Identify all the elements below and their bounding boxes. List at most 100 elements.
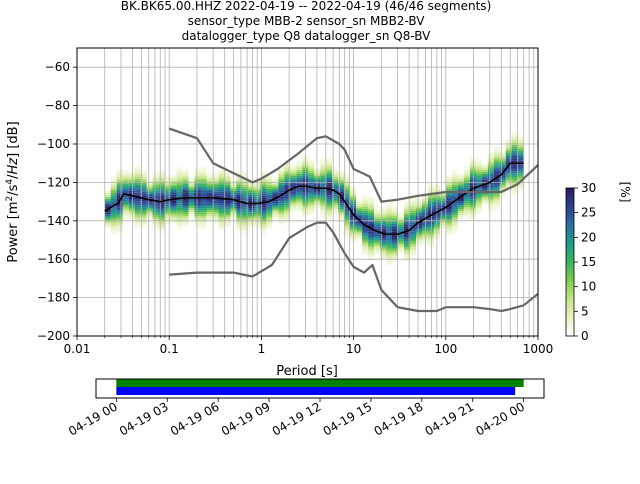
psd-density-cell: [206, 208, 213, 211]
psd-density-cell: [308, 201, 315, 204]
psd-density-cell: [308, 197, 315, 200]
psd-density-cell: [134, 199, 141, 202]
psd-density-cell: [260, 232, 267, 235]
psd-density-cell: [517, 175, 524, 178]
psd-density-cell: [451, 176, 458, 179]
psd-density-cell: [158, 213, 165, 216]
psd-density-cell: [404, 255, 410, 258]
psd-density-cell: [116, 201, 123, 204]
psd-density-cell: [266, 206, 273, 209]
psd-density-cell: [284, 221, 291, 223]
main-plot-frame: [76, 47, 539, 337]
psd-density-cell: [308, 161, 315, 164]
psd-density-cell: [350, 209, 357, 212]
psd-density-cell: [218, 195, 225, 198]
psd-density-cell: [140, 184, 147, 187]
psd-density-cell: [146, 210, 153, 213]
psd-density-cell: [499, 170, 506, 172]
psd-density-cell: [350, 201, 357, 204]
psd-density-cell: [134, 207, 141, 210]
psd-density-cell: [445, 233, 452, 235]
psd-density-cell: [326, 165, 333, 167]
psd-density-cell: [475, 194, 482, 197]
psd-density-cell: [451, 209, 458, 212]
psd-density-cell: [158, 188, 165, 191]
psd-density-cell: [200, 189, 207, 192]
psd-density-cell: [260, 188, 267, 191]
psd-density-cell: [200, 177, 207, 180]
psd-density-cell: [445, 183, 452, 186]
psd-density-cell: [428, 189, 434, 192]
psd-density-cell: [428, 216, 434, 219]
psd-density-cell: [493, 159, 500, 162]
psd-density-cell: [451, 186, 458, 189]
psd-density-cell: [380, 211, 387, 214]
psd-density-cell: [362, 199, 369, 202]
psd-density-cell: [386, 204, 393, 207]
psd-density-cell: [416, 211, 422, 214]
psd-density-cell: [380, 236, 387, 239]
y-tick-label: −80: [45, 99, 70, 113]
psd-density-cell: [176, 180, 183, 183]
psd-density-cell: [326, 186, 333, 189]
psd-density-cell: [332, 167, 339, 170]
psd-density-cell: [398, 220, 404, 223]
psd-density-cell: [134, 184, 141, 187]
y-tick-label: −200: [37, 329, 70, 343]
psd-density-cell: [362, 243, 369, 246]
psd-density-cell: [248, 225, 255, 228]
psd-density-cell: [200, 208, 207, 211]
psd-density-cell: [134, 175, 141, 177]
psd-density-cell: [338, 203, 345, 206]
psd-density-cell: [146, 193, 153, 196]
psd-density-cell: [158, 202, 165, 205]
psd-density-cell: [338, 220, 345, 223]
psd-density-cell: [224, 186, 231, 189]
psd-density-cell: [469, 178, 476, 181]
psd-density-cell: [164, 222, 171, 225]
psd-density-cell: [188, 206, 195, 209]
psd-density-cell: [164, 193, 171, 196]
psd-density-cell: [242, 198, 249, 201]
psd-density-cell: [332, 188, 339, 191]
psd-density-cell: [487, 196, 494, 199]
psd-density-cell: [242, 194, 249, 197]
psd-density-cell: [332, 209, 339, 212]
psd-density-cell: [368, 246, 375, 249]
psd-density-cell: [122, 214, 129, 217]
psd-density-cell: [511, 146, 518, 149]
psd-density-cell: [404, 226, 410, 229]
psd-density-cell: [236, 223, 243, 226]
psd-density-cell: [350, 240, 357, 243]
psd-density-cell: [200, 204, 207, 207]
psd-density-cell: [344, 192, 351, 195]
psd-density-cell: [308, 169, 315, 171]
psd-density-cell: [392, 208, 398, 211]
psd-density-cell: [260, 193, 267, 196]
psd-density-cell: [278, 219, 285, 222]
psd-density-cell: [110, 210, 117, 213]
psd-density-cell: [128, 210, 135, 213]
psd-density-cell: [218, 199, 225, 202]
psd-density-cell: [374, 218, 381, 221]
psd-density-cell: [308, 188, 315, 191]
psd-density-cell: [152, 178, 159, 181]
psd-density-cell: [511, 177, 518, 180]
psd-density-cell: [188, 191, 195, 193]
psd-density-cell: [200, 221, 207, 224]
psd-density-cell: [368, 196, 375, 199]
psd-density-cell: [356, 213, 363, 216]
psd-density-cell: [182, 187, 189, 190]
psd-density-cell: [242, 227, 249, 229]
psd-density-cell: [248, 185, 255, 188]
psd-density-cell: [212, 172, 219, 175]
psd-density-cell: [110, 183, 117, 186]
y-tick-label: −60: [45, 60, 70, 74]
psd-density-cell: [416, 244, 422, 247]
psd-density-cell: [487, 167, 494, 170]
psd-density-cell: [182, 177, 189, 180]
psd-density-cell: [200, 200, 207, 203]
psd-density-cell: [326, 161, 333, 164]
title-line-3: datalogger_type Q8 datalogger_sn Q8-BV: [182, 29, 432, 43]
